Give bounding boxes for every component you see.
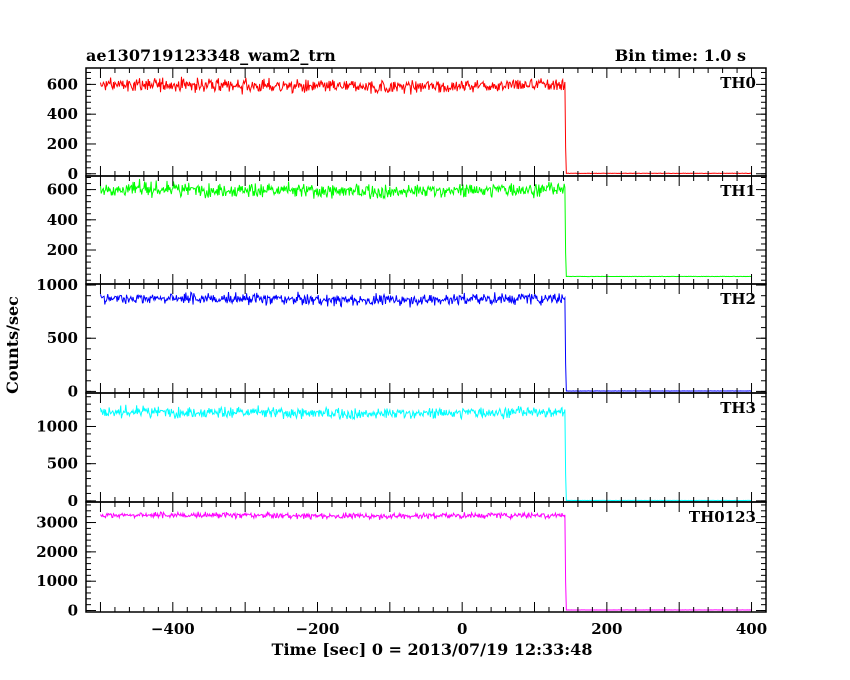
y-axis-label: Counts/sec <box>3 296 22 394</box>
panel-th2: 0 500 1000 TH2 <box>36 276 767 400</box>
panel-label: TH3 <box>720 399 756 417</box>
y-tick-label: 0 <box>68 382 78 400</box>
x-axis-label: Time [sec] 0 = 2013/07/19 12:33:48 <box>272 640 593 659</box>
y-tick-label: 2000 <box>36 543 78 561</box>
panel-th0123: 0 1000 2000 3000 TH0123 <box>36 501 767 620</box>
y-tick-label: 500 <box>47 329 78 347</box>
x-tick-label: 400 <box>736 620 767 638</box>
y-tick-label: 600 <box>47 181 78 199</box>
series-line-th0123 <box>100 510 752 611</box>
panel-th0: 0 200 400 600 TH0 <box>47 67 767 183</box>
y-tick-label: 1000 <box>36 276 78 294</box>
series-line-th0 <box>99 76 752 174</box>
y-tick-label: 600 <box>47 75 78 93</box>
y-tick-label: 200 <box>47 135 78 153</box>
y-tick-label: 3000 <box>36 514 78 532</box>
y-tick-label: 1000 <box>36 572 78 590</box>
y-tick-label: 0 <box>68 165 78 183</box>
chart-title: ae130719123348_wam2_trn <box>86 46 336 65</box>
y-tick-label: 400 <box>47 105 78 123</box>
x-tick-label: −400 <box>151 620 195 638</box>
series-line-th1 <box>99 178 752 278</box>
panel-label: TH0 <box>720 74 756 92</box>
y-tick-label: 0 <box>68 602 78 620</box>
series-line-th3 <box>99 404 752 502</box>
panel-label: TH1 <box>720 182 756 200</box>
y-tick-label: 1000 <box>36 417 78 435</box>
x-tick-label: 0 <box>457 620 467 638</box>
y-tick-label: 500 <box>47 455 78 473</box>
x-tick-label: 200 <box>591 620 622 638</box>
series-line-th2 <box>99 291 752 392</box>
bin-time-label: Bin time: 1.0 s <box>615 46 746 65</box>
panel-th1: 200 400 600 TH1 <box>47 175 767 285</box>
panels-group: 0 200 400 600 TH0 200 400 600 TH1 0 500 1000 TH2 0 500… <box>36 67 767 638</box>
panel-th3: 0 500 1000 TH3 <box>36 392 767 510</box>
y-tick-label: 0 <box>68 492 78 510</box>
y-tick-label: 200 <box>47 241 78 259</box>
panel-label: TH0123 <box>689 508 756 526</box>
y-tick-label: 400 <box>47 211 78 229</box>
panel-label: TH2 <box>720 290 756 308</box>
x-tick-label: −200 <box>296 620 340 638</box>
panel-frame <box>85 501 767 613</box>
